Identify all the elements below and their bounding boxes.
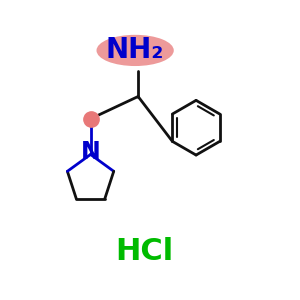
Text: HCl: HCl bbox=[115, 237, 173, 266]
Text: N: N bbox=[81, 140, 100, 164]
Ellipse shape bbox=[97, 35, 174, 66]
Text: NH₂: NH₂ bbox=[106, 36, 164, 64]
